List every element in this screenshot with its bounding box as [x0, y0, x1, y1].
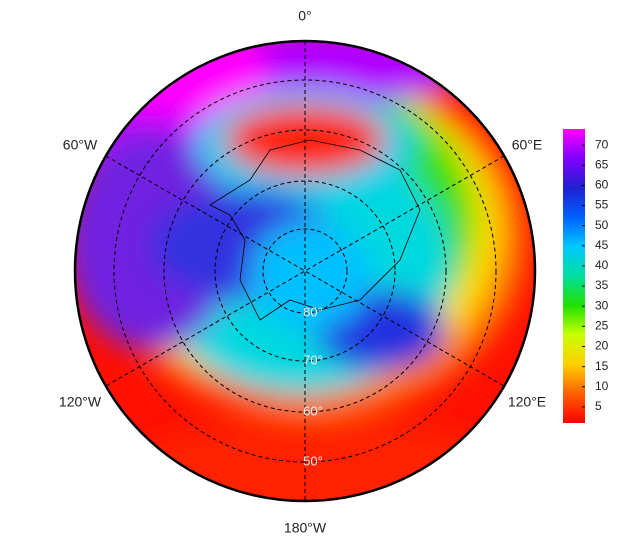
lon-label: 120°E [508, 394, 546, 410]
coastline [209, 139, 421, 321]
lat-label: 80° [303, 304, 323, 319]
colorbar [563, 129, 585, 423]
colorbar-tick-label: 15 [595, 359, 609, 373]
map-border [73, 39, 537, 503]
colorbar-tick-label: 25 [595, 319, 609, 333]
colorbar-tick-label: 60 [595, 178, 609, 192]
colorbar-tick-label: 55 [595, 198, 609, 212]
lon-label: 60°W [63, 137, 98, 153]
colorbar-tick-label: 10 [595, 379, 609, 393]
lon-label: 0° [298, 8, 311, 24]
lat-label: 70° [303, 352, 323, 367]
field [75, 41, 535, 501]
colorbar-tick-label: 5 [595, 399, 602, 413]
lon-label: 180°W [284, 520, 327, 536]
lon-label: 60°E [512, 137, 543, 153]
colorbar-tick-label: 40 [595, 258, 609, 272]
graticule [105, 41, 505, 501]
lat-label: 50° [303, 453, 323, 468]
colorbar-tick-label: 70 [595, 137, 609, 151]
lat-label: 60° [303, 403, 323, 418]
colorbar-tick-label: 45 [595, 238, 609, 252]
lon-label: 120°W [59, 394, 102, 410]
colorbar-tick-label: 20 [595, 339, 609, 353]
colorbar-tick-label: 50 [595, 218, 609, 232]
colorbar-tick-label: 65 [595, 157, 609, 171]
colorbar-tick-label: 35 [595, 278, 609, 292]
colorbar-tick-label: 30 [595, 298, 609, 312]
